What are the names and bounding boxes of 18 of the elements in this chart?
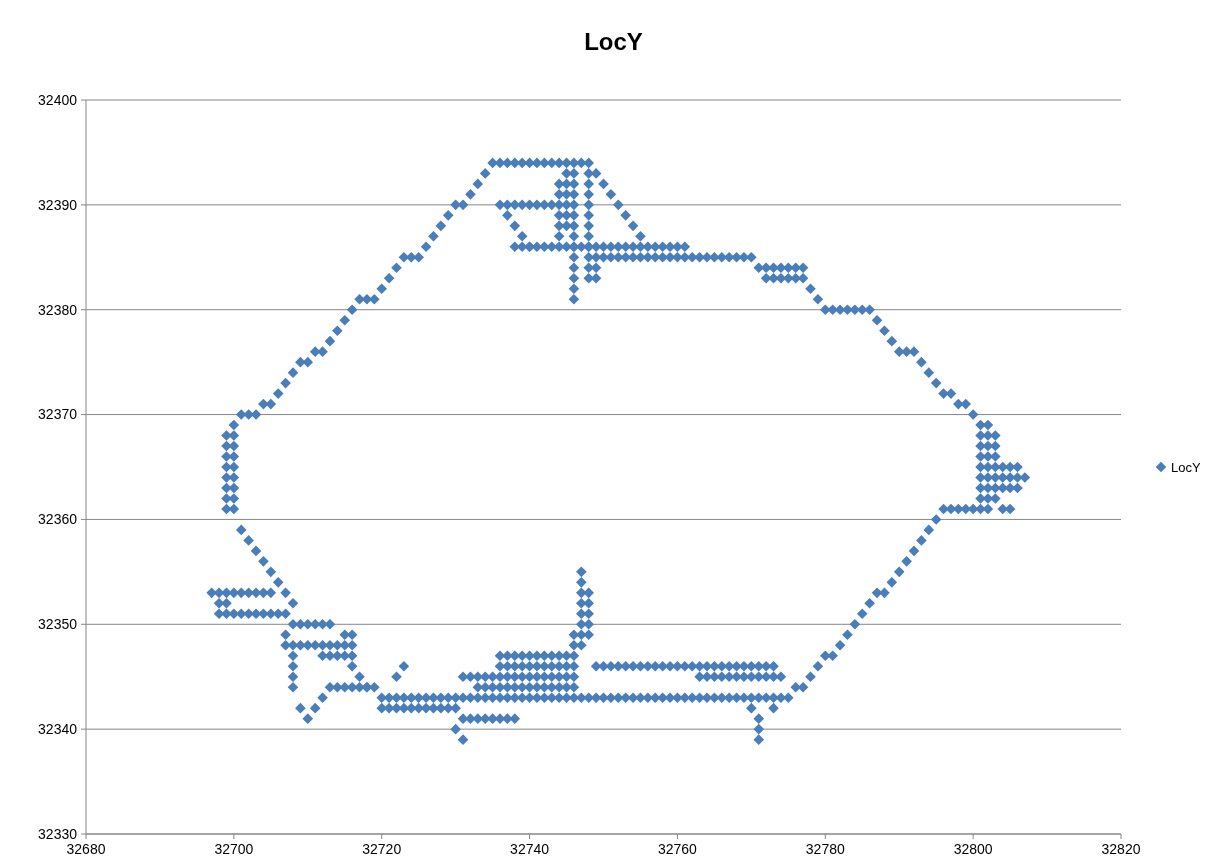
y-tick-label: 32350 [38, 616, 78, 633]
x-tick-label: 32760 [657, 841, 698, 857]
y-tick-label: 32360 [38, 511, 78, 528]
x-tick-label: 32820 [1101, 841, 1141, 857]
y-tick-label: 32370 [38, 406, 78, 423]
x-tick-label: 32800 [953, 841, 993, 857]
legend-label: LocY [1171, 459, 1201, 475]
y-tick-label: 32330 [38, 825, 78, 842]
y-tick-label: 32400 [38, 91, 78, 108]
y-tick-label: 32380 [38, 301, 78, 318]
chart-title: LocY [584, 28, 643, 55]
y-tick-label: 32340 [38, 721, 78, 738]
x-tick-label: 32740 [510, 841, 550, 857]
x-tick-label: 32680 [66, 841, 106, 857]
x-tick-label: 32720 [362, 841, 402, 857]
y-tick-label: 32390 [38, 196, 78, 213]
x-tick-label: 32780 [805, 841, 845, 857]
x-tick-label: 32700 [214, 841, 254, 857]
